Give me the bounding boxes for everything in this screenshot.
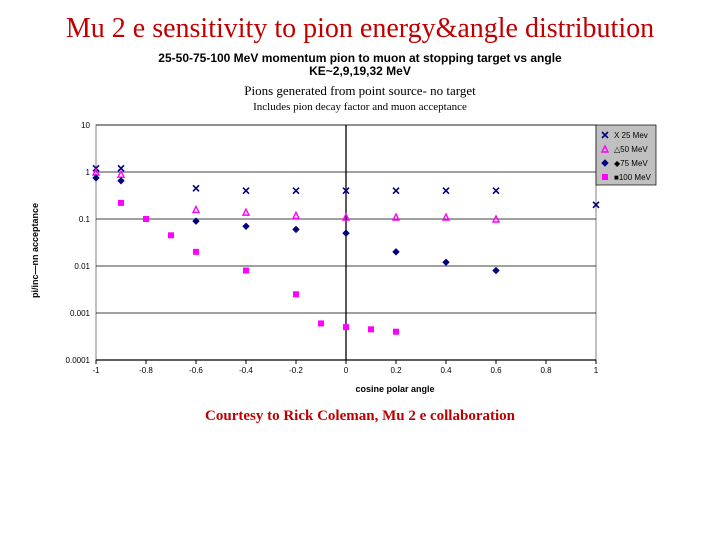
chart-svg-holder: 0.00010.0010.010.1110-1-0.8-0.6-0.4-0.20…	[40, 119, 686, 382]
xtick-label: -1	[92, 366, 100, 375]
ytick-label: 0.0001	[66, 356, 91, 365]
slide: { "title": { "text": "Mu 2 e sensitivity…	[0, 0, 720, 540]
credit-line: Courtesy to Rick Coleman, Mu 2 e collabo…	[0, 408, 720, 425]
xtick-label: -0.2	[289, 366, 303, 375]
chart-area: pi/inc—nn acceptance 0.0001 0.001 0.01 0.1 1…	[0, 119, 720, 382]
xtick-label: 0.8	[540, 366, 552, 375]
x-axis-label: cosine polar angle	[70, 384, 720, 394]
y-axis-label: pi/inc—nn acceptance	[30, 203, 40, 298]
legend-label: ◆75 MeV	[614, 159, 648, 168]
ytick-label: 0.001	[70, 309, 91, 318]
chart-subtitle: Pions generated from point source- no ta…	[0, 83, 720, 99]
xtick-label: -0.6	[189, 366, 203, 375]
chart-subnote: Includes pion decay factor and muon acce…	[0, 101, 720, 113]
slide-title: Mu 2 e sensitivity to pion energy&angle …	[0, 12, 720, 46]
chart-title-line1: 25-50-75-100 MeV momentum pion to muon a…	[0, 52, 720, 66]
ytick-label: 1	[86, 168, 91, 177]
legend-label: △50 MeV	[614, 145, 648, 154]
xtick-label: 0.4	[440, 366, 452, 375]
xtick-label: 0.2	[390, 366, 402, 375]
xtick-label: -0.4	[239, 366, 253, 375]
xtick-label: 1	[594, 366, 599, 375]
ytick-label: 0.01	[74, 262, 90, 271]
ytick-label: 10	[81, 121, 90, 130]
ytick-label: 0.1	[79, 215, 91, 224]
chart-title-line2: KE~2,9,19,32 MeV	[0, 65, 720, 79]
scatter-chart: 0.00010.0010.010.1110-1-0.8-0.6-0.4-0.20…	[40, 119, 686, 382]
xtick-label: 0	[344, 366, 349, 375]
chart-title: 25-50-75-100 MeV momentum pion to muon a…	[0, 52, 720, 80]
legend-label: ■100 MeV	[614, 173, 652, 182]
legend-label: X 25 Mev	[614, 131, 648, 140]
xtick-label: -0.8	[139, 366, 153, 375]
xtick-label: 0.6	[490, 366, 502, 375]
